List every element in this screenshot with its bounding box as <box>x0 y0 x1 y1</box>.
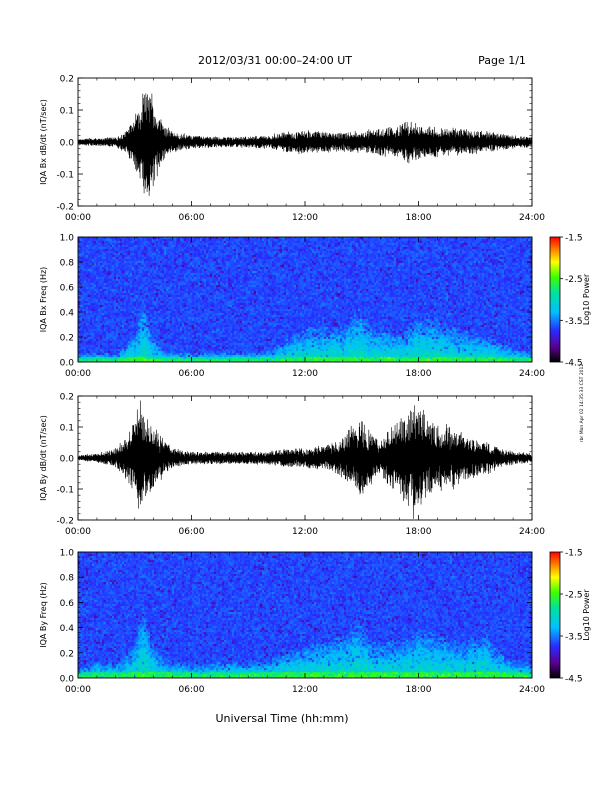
panel-2-colorbar <box>549 236 561 363</box>
panel-4-colorbar <box>549 551 561 679</box>
panel-2-colorbar-tick-label: -2.5 <box>565 275 583 285</box>
panel-1-xtick-label: 00:00 <box>65 213 91 223</box>
panel-4-ytick-label: 0.4 <box>60 624 75 634</box>
side-stamp: rbr Mon Apr 02 14:35:33 CST 2012 <box>579 364 585 443</box>
panel-1-xtick-label: 12:00 <box>292 213 318 223</box>
panel-1-ytick-label: 0.2 <box>60 75 74 85</box>
panel-4-xtick-label: 06:00 <box>179 685 205 695</box>
panel-2-ytick-label: 0.0 <box>60 359 75 369</box>
panel-4-xtick-label: 18:00 <box>406 685 432 695</box>
panel-4-colorbar-tick-label: -2.5 <box>565 591 583 601</box>
panel-4-ytick-label: 1.0 <box>60 549 75 559</box>
panel-2-xtick-label: 12:00 <box>292 369 318 379</box>
panel-3-xtick-label: 00:00 <box>65 527 91 537</box>
panel-2-ylabel: IQA Bx Freq (Hz) <box>39 267 48 333</box>
panel-3-trace <box>77 400 533 519</box>
panel-3-ytick-label: 0.2 <box>60 393 74 403</box>
panel-2-ytick-label: 0.4 <box>60 309 75 319</box>
x-axis-label: Universal Time (hh:mm) <box>216 712 349 725</box>
panel-3-xtick-label: 24:00 <box>519 527 545 537</box>
panel-2-xtick-label: 18:00 <box>406 369 432 379</box>
panel-4: -1.5 -2.5 -3.5 -4.5 Log10 Power 00:00 06:00 12:… <box>39 549 591 696</box>
panel-3-ytick-label: 0.1 <box>60 424 74 434</box>
panel-2: -1.5 -2.5 -3.5 -4.5 Log10 Power 00:00 06:00 12:… <box>39 234 591 380</box>
panel-2-ytick-label: 0.8 <box>60 259 75 269</box>
panel-2-xtick-label: 06:00 <box>179 369 205 379</box>
panel-3-xtick-label: 12:00 <box>292 527 318 537</box>
panel-4-ytick-label: 0.0 <box>60 675 75 685</box>
panel-2-xtick-label: 00:00 <box>65 369 91 379</box>
panel-3-xtick-label: 18:00 <box>406 527 432 537</box>
panel-4-ytick-label: 0.2 <box>60 649 74 659</box>
panel-1-trace <box>77 93 533 196</box>
panel-3-ytick-label: -0.2 <box>56 517 74 527</box>
panel-1-ytick-label: -0.2 <box>56 203 74 213</box>
panel-1-ytick-label: 0.0 <box>60 139 75 149</box>
panel-1-ytick-label: 0.1 <box>60 107 74 117</box>
panel-3-ylabel: IQA By dB/dt (nT/sec) <box>39 415 48 501</box>
panel-2-ytick-label: 0.2 <box>60 334 74 344</box>
panel-2-ytick-label: 0.6 <box>60 284 75 294</box>
panel-2-colorbar-label: Log10 Power <box>582 273 591 325</box>
panel-4-xtick-label: 00:00 <box>65 685 91 695</box>
panel-3-xtick-label: 06:00 <box>179 527 205 537</box>
panel-4-colorbar-tick-label: -1.5 <box>565 549 583 559</box>
panel-4-xtick-label: 24:00 <box>519 685 545 695</box>
panel-4-ylabel: IQA By Freq (Hz) <box>39 582 48 648</box>
panel-2-colorbar-tick-label: -4.5 <box>565 359 583 369</box>
panel-3: 00:00 06:00 12:00 18:00 24:00 -0.2 -0.1 0.0 0.1 0… <box>39 393 545 538</box>
page-indicator: Page 1/1 <box>478 54 526 67</box>
panel-1: 00:00 06:00 12:00 18:00 24:00 -0.2 -0.1 0.0 0.1 0… <box>39 75 545 224</box>
panel-2-spectrogram <box>78 237 532 362</box>
panel-2-ytick-label: 1.0 <box>60 234 75 244</box>
panel-1-ytick-label: -0.1 <box>56 171 74 181</box>
panel-1-xtick-label: 18:00 <box>406 213 432 223</box>
panel-4-ytick-label: 0.6 <box>60 599 75 609</box>
panel-2-colorbar-tick-label: -1.5 <box>565 234 583 244</box>
panel-4-colorbar-label: Log10 Power <box>582 589 591 641</box>
panel-4-xtick-label: 12:00 <box>292 685 318 695</box>
panel-2-colorbar-tick-label: -3.5 <box>565 317 583 327</box>
panel-1-ylabel: IQA Bx dB/dt (nT/sec) <box>39 99 48 185</box>
panel-2-xtick-label: 24:00 <box>519 369 545 379</box>
panel-4-colorbar-tick-label: -3.5 <box>565 633 583 643</box>
panel-4-spectrogram <box>78 552 532 678</box>
panel-1-xtick-label: 06:00 <box>179 213 205 223</box>
panel-4-ytick-label: 0.8 <box>60 574 75 584</box>
figure-title: 2012/03/31 00:00–24:00 UT <box>198 54 352 67</box>
panel-3-ytick-label: 0.0 <box>60 455 75 465</box>
panel-1-xtick-label: 24:00 <box>519 213 545 223</box>
panel-4-colorbar-tick-label: -4.5 <box>565 675 583 685</box>
panel-3-ytick-label: -0.1 <box>56 486 74 496</box>
